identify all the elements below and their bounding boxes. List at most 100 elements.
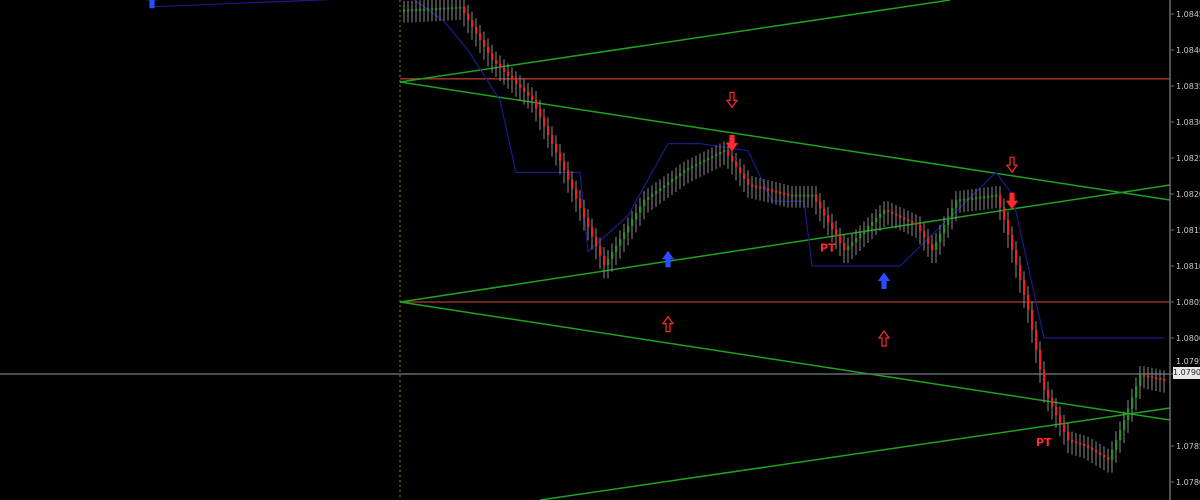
candle bbox=[659, 187, 662, 191]
trend-line bbox=[399, 81, 1171, 201]
candle bbox=[859, 234, 862, 239]
y-tick-label: 1.0810 bbox=[1176, 262, 1200, 271]
buy-arrow-icon bbox=[661, 250, 675, 268]
y-tick-label: 1.0840 bbox=[1176, 46, 1200, 55]
candle bbox=[1139, 374, 1142, 387]
candle bbox=[567, 170, 570, 180]
candle bbox=[791, 194, 794, 197]
candle bbox=[1091, 447, 1094, 451]
candle bbox=[975, 197, 978, 200]
candle bbox=[455, 7, 458, 10]
candle bbox=[1155, 377, 1158, 380]
candle bbox=[771, 189, 774, 192]
sell-arrow-icon bbox=[725, 135, 739, 152]
candle bbox=[787, 193, 790, 196]
y-tick-label: 1.0845 bbox=[1176, 10, 1200, 19]
candle bbox=[559, 152, 562, 162]
candle bbox=[1031, 309, 1034, 330]
candle bbox=[1143, 374, 1146, 377]
sell-arrow-icon bbox=[1005, 192, 1019, 210]
candle bbox=[651, 193, 654, 197]
candle bbox=[1135, 386, 1138, 398]
candle bbox=[1131, 397, 1134, 409]
candle bbox=[1035, 329, 1038, 350]
candle bbox=[407, 9, 410, 12]
candle bbox=[443, 7, 446, 10]
candle bbox=[575, 189, 578, 199]
buy-arrow-icon bbox=[661, 315, 675, 333]
candle bbox=[831, 222, 834, 230]
buy-arrow-icon bbox=[877, 329, 891, 347]
candle bbox=[463, 6, 466, 14]
candle bbox=[947, 216, 950, 225]
candle bbox=[411, 9, 414, 12]
candle bbox=[1067, 431, 1070, 441]
candle bbox=[523, 87, 526, 92]
candle bbox=[763, 187, 766, 190]
candle bbox=[767, 188, 770, 191]
candle bbox=[803, 194, 806, 197]
candle bbox=[603, 255, 606, 266]
candle bbox=[687, 168, 690, 171]
candle bbox=[1047, 389, 1050, 399]
y-tick-label: 1.0805 bbox=[1176, 298, 1200, 307]
candle bbox=[1071, 440, 1074, 443]
buy-arrow-icon bbox=[877, 272, 891, 289]
candle bbox=[627, 225, 630, 233]
candle bbox=[599, 246, 602, 256]
candle bbox=[527, 91, 530, 96]
candle bbox=[431, 8, 434, 11]
candle bbox=[587, 217, 590, 228]
candle bbox=[635, 212, 638, 220]
candle bbox=[735, 161, 738, 168]
stop-line-early bbox=[151, 0, 329, 8]
candle bbox=[459, 6, 462, 9]
candle bbox=[643, 199, 646, 207]
candle bbox=[451, 7, 454, 10]
candle bbox=[867, 225, 870, 230]
trend-line bbox=[539, 407, 1171, 500]
candle bbox=[891, 211, 894, 214]
candle bbox=[415, 9, 418, 12]
candle bbox=[535, 99, 538, 109]
candle bbox=[731, 155, 734, 162]
candle bbox=[419, 8, 422, 11]
candle bbox=[835, 229, 838, 237]
candle bbox=[487, 46, 490, 54]
trend-line bbox=[399, 0, 951, 83]
candle bbox=[1023, 279, 1026, 295]
candle bbox=[551, 134, 554, 144]
candle bbox=[743, 173, 746, 179]
candle bbox=[1063, 423, 1066, 432]
candle bbox=[479, 33, 482, 41]
candle bbox=[899, 215, 902, 218]
candle bbox=[531, 95, 534, 100]
stop-line bbox=[413, 0, 1164, 339]
candle bbox=[775, 190, 778, 193]
candle bbox=[847, 246, 850, 251]
candle bbox=[607, 258, 610, 266]
candle bbox=[987, 195, 990, 198]
candle bbox=[539, 108, 542, 118]
candle bbox=[631, 219, 634, 226]
candle bbox=[595, 236, 598, 247]
candle bbox=[1015, 249, 1018, 265]
candle bbox=[639, 206, 642, 213]
candle bbox=[779, 191, 782, 194]
y-tick-label: 1.0825 bbox=[1176, 154, 1200, 163]
candle bbox=[555, 143, 558, 153]
candle bbox=[915, 223, 918, 226]
candle bbox=[783, 192, 786, 195]
candle bbox=[611, 252, 614, 259]
candle bbox=[967, 198, 970, 201]
sell-arrow-icon bbox=[725, 91, 739, 109]
candle bbox=[1111, 449, 1114, 460]
candle bbox=[935, 241, 938, 251]
y-tick-label: 1.0820 bbox=[1176, 190, 1200, 199]
candle bbox=[883, 209, 886, 214]
candle bbox=[683, 170, 686, 174]
candle bbox=[671, 179, 674, 183]
candle bbox=[999, 194, 1002, 208]
